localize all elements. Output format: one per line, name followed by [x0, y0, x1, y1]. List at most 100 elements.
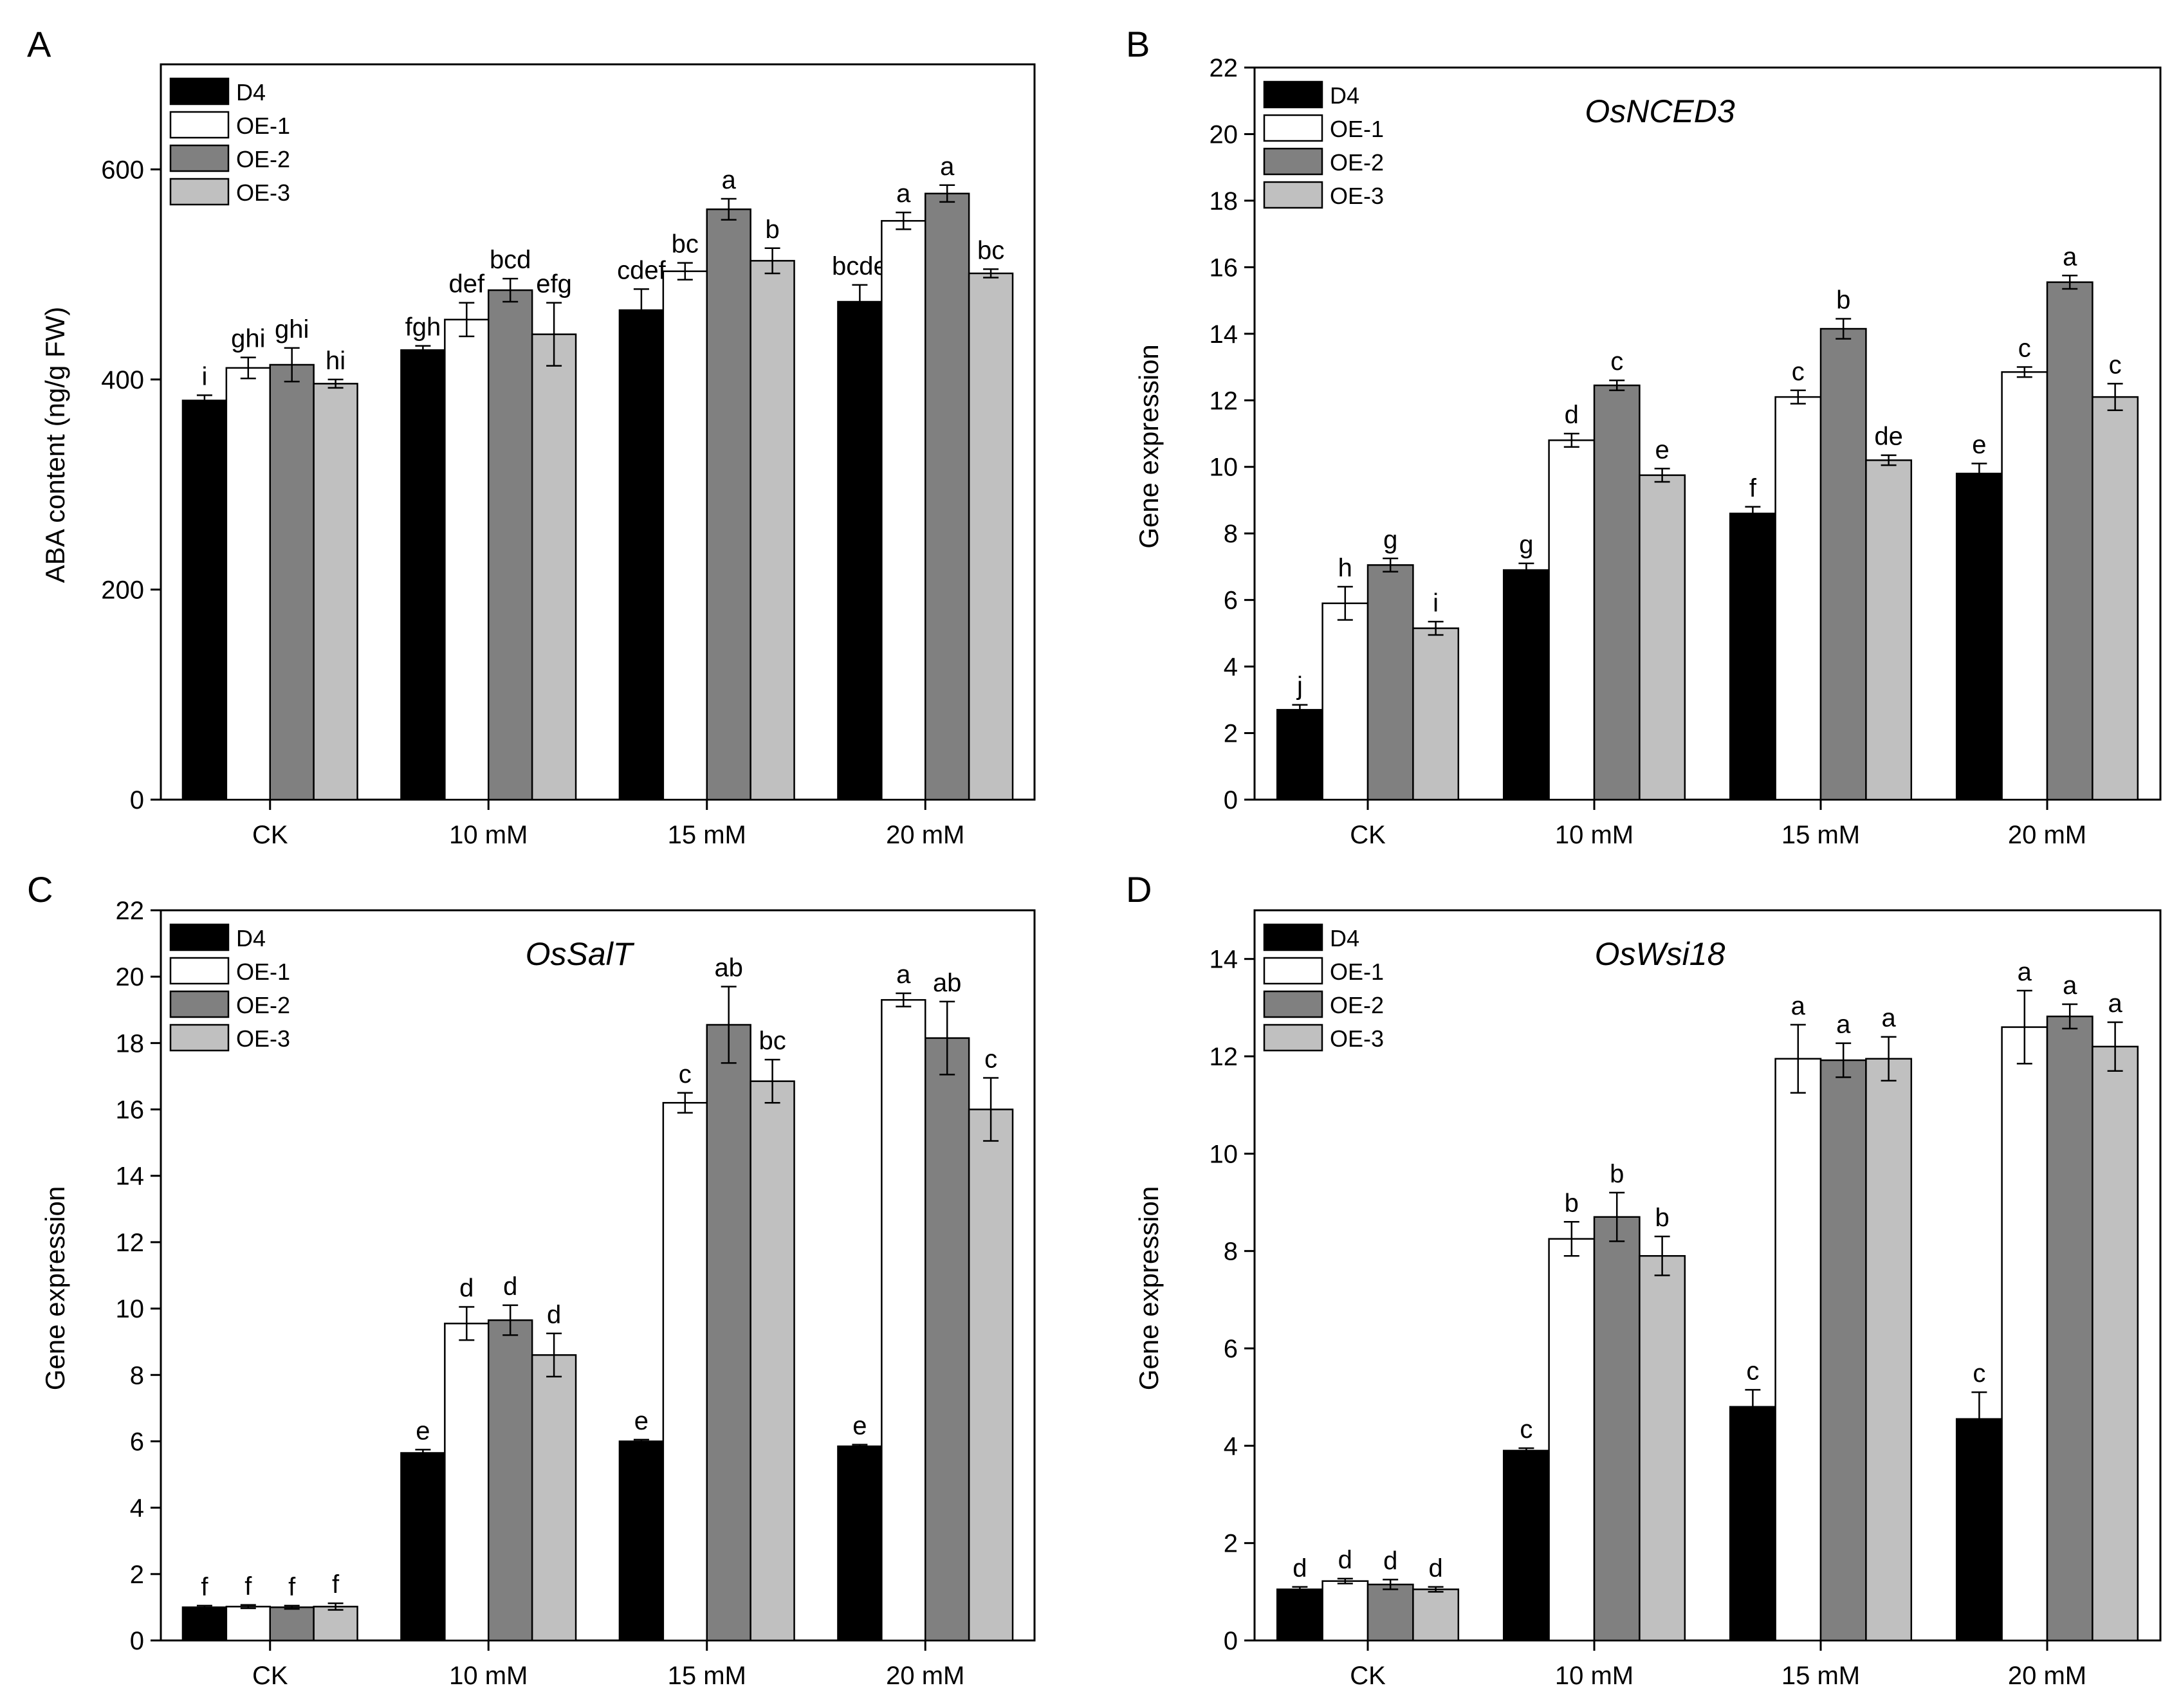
- significance-label: efg: [536, 270, 572, 298]
- significance-label: i: [1433, 589, 1439, 617]
- x-tick-label: 20 mM: [2008, 1662, 2086, 1690]
- significance-label: f: [201, 1573, 208, 1601]
- y-tick-label: 16: [1210, 253, 1238, 282]
- x-tick-label: 10 mM: [1555, 1662, 1633, 1690]
- y-tick-label: 4: [130, 1494, 144, 1523]
- bar-oe-3: [1865, 1058, 1913, 1642]
- legend-swatch: [169, 144, 230, 172]
- legend-label: OE-2: [1330, 992, 1384, 1018]
- significance-label: j: [1296, 672, 1303, 701]
- bar-oe-3: [313, 1606, 358, 1642]
- bar-oe-2: [1819, 327, 1867, 801]
- significance-label: def: [448, 270, 484, 298]
- bar-oe-2: [925, 192, 970, 801]
- y-tick-label: 0: [130, 786, 144, 814]
- plot-frame: [1253, 66, 2162, 801]
- bar-oe-3: [1639, 474, 1686, 801]
- significance-label: b: [1610, 1160, 1624, 1188]
- significance-label: a: [722, 166, 737, 194]
- legend-label: OE-3: [1330, 1025, 1384, 1052]
- x-tick-label: CK: [252, 821, 288, 849]
- significance-label: a: [2108, 989, 2122, 1018]
- y-tick-label: 8: [1224, 520, 1238, 548]
- y-tick-label: 6: [130, 1428, 144, 1456]
- y-axis-title: ABA content (ng/g FW): [40, 307, 70, 583]
- significance-label: bc: [759, 1027, 786, 1055]
- x-tick-label: 10 mM: [449, 821, 528, 849]
- y-tick-label: 600: [101, 156, 144, 184]
- bar-oe-2: [1367, 564, 1414, 801]
- significance-label: e: [852, 1412, 867, 1440]
- significance-label: d: [503, 1272, 517, 1301]
- x-tick-label: 20 mM: [886, 1662, 964, 1690]
- bar-oe-3: [313, 383, 358, 801]
- significance-label: c: [1610, 347, 1623, 376]
- significance-label: d: [1383, 1547, 1397, 1575]
- legend-swatch: [169, 990, 230, 1018]
- significance-label: d: [1293, 1554, 1307, 1583]
- bar-d4: [181, 399, 228, 801]
- legend-swatch: [169, 1024, 230, 1052]
- bar-oe-2: [2046, 281, 2094, 801]
- bar-oe-1: [444, 318, 490, 801]
- bar-oe-1: [881, 220, 926, 801]
- bar-d4: [837, 1445, 883, 1642]
- bar-d4: [1729, 1406, 1776, 1642]
- significance-label: e: [634, 1407, 649, 1435]
- x-tick-label: 20 mM: [886, 821, 964, 849]
- significance-label: b: [765, 216, 779, 244]
- bar-d4: [1276, 1588, 1323, 1642]
- significance-label: cdef: [617, 256, 666, 284]
- y-tick-label: 22: [116, 897, 145, 925]
- chart-title: OsWsi18: [1595, 936, 1725, 972]
- significance-label: ghi: [231, 325, 265, 353]
- significance-label: d: [459, 1274, 474, 1303]
- bar-oe-3: [1412, 1588, 1460, 1642]
- bar-oe-2: [1367, 1583, 1414, 1642]
- y-tick-label: 12: [116, 1229, 145, 1257]
- legend-swatch: [169, 178, 230, 206]
- bar-oe-1: [1321, 602, 1369, 801]
- bar-oe-2: [488, 289, 533, 801]
- significance-label: c: [1520, 1415, 1532, 1444]
- bar-oe-3: [2092, 396, 2139, 801]
- legend-swatch: [1263, 114, 1323, 142]
- legend-label: OE-3: [236, 1025, 290, 1052]
- bar-oe-1: [1548, 1238, 1596, 1642]
- y-tick-label: 0: [1224, 786, 1238, 814]
- bar-d4: [181, 1606, 228, 1642]
- panel-letter: B: [1126, 24, 1150, 64]
- bar-oe-1: [225, 1606, 271, 1642]
- legend-swatch: [1263, 147, 1323, 176]
- bar-oe-3: [968, 1108, 1014, 1642]
- significance-label: b: [1836, 286, 1850, 315]
- y-tick-label: 0: [1224, 1627, 1238, 1655]
- bar-oe-1: [1548, 439, 1596, 801]
- legend-swatch: [169, 111, 230, 139]
- legend-label: D4: [1330, 82, 1359, 109]
- legend-label: OE-1: [1330, 116, 1384, 142]
- significance-label: d: [1338, 1546, 1352, 1574]
- significance-label: a: [896, 179, 911, 208]
- plot-frame: [1253, 909, 2162, 1642]
- significance-label: ab: [714, 954, 743, 982]
- legend-swatch: [169, 77, 230, 106]
- significance-label: d: [547, 1301, 561, 1329]
- significance-label: f: [244, 1572, 252, 1601]
- y-tick-label: 14: [1210, 320, 1238, 349]
- panel-letter: A: [27, 24, 51, 64]
- chart-title: OsNCED3: [1585, 93, 1735, 129]
- significance-label: a: [2018, 958, 2032, 986]
- x-tick-label: CK: [1350, 821, 1386, 849]
- legend-swatch: [1263, 80, 1323, 109]
- bar-oe-1: [225, 367, 271, 801]
- bar-oe-3: [750, 260, 795, 801]
- legend-swatch: [169, 923, 230, 951]
- panel-c: C 0 2 4 6 8 10 12 14 16 18 20 22 Gene expression CK f f f…: [27, 869, 1036, 1690]
- legend-label: D4: [1330, 925, 1359, 951]
- bar-oe-1: [1321, 1580, 1369, 1642]
- legend-swatch: [169, 957, 230, 985]
- y-tick-label: 10: [116, 1295, 145, 1323]
- significance-label: c: [1746, 1357, 1759, 1385]
- y-tick-label: 20: [116, 963, 145, 991]
